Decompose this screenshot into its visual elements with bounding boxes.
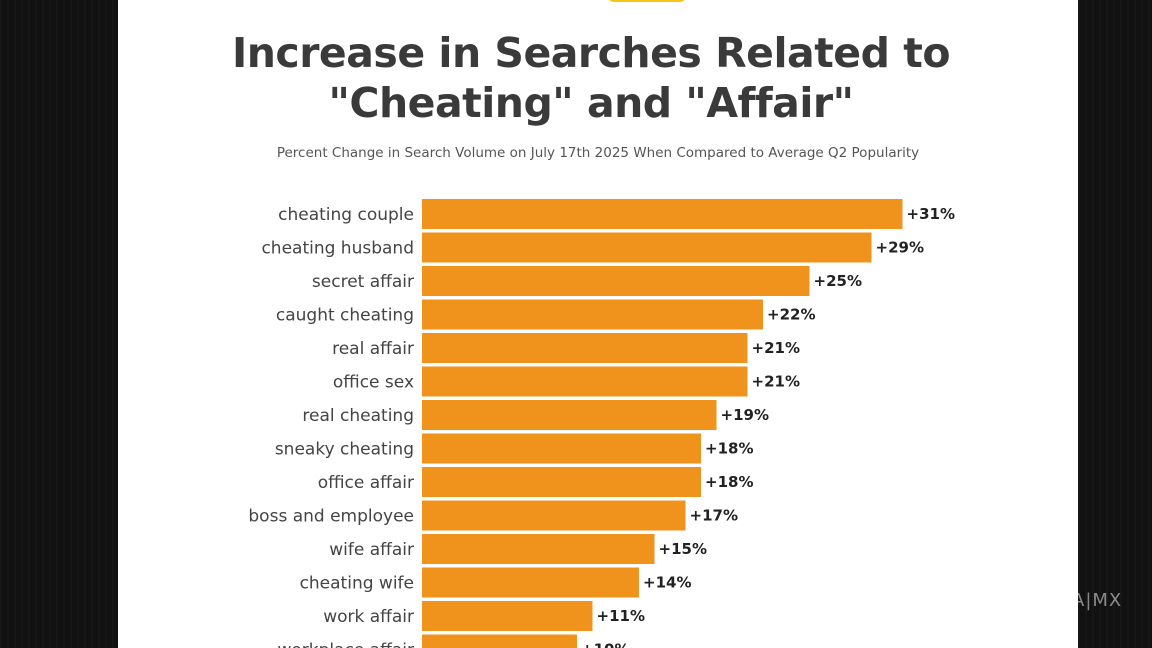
chart-title: Increase in Searches Related to "Cheatin…	[231, 29, 951, 127]
bar	[422, 634, 577, 648]
value-label: +18%	[705, 440, 753, 458]
value-label: +15%	[659, 540, 707, 558]
category-label: caught cheating	[276, 306, 414, 326]
value-label: +10%	[581, 641, 629, 648]
bar	[422, 567, 639, 598]
bar	[422, 433, 701, 464]
dark-background-left	[0, 0, 118, 648]
value-label: +25%	[814, 272, 862, 290]
category-label: workplace affair	[277, 641, 414, 648]
category-label: work affair	[323, 607, 414, 627]
bar	[422, 199, 903, 229]
category-label: cheating husband	[261, 239, 414, 259]
bar	[422, 400, 717, 430]
chart-subtitle: Percent Change in Search Volume on July …	[276, 145, 920, 161]
value-label: +17%	[690, 507, 738, 525]
value-label: +29%	[876, 239, 924, 257]
category-label: office sex	[333, 373, 414, 393]
bar	[422, 534, 655, 564]
value-label: +11%	[597, 607, 645, 625]
bar-chart: cheating couple +31% cheating husband +29% s…	[248, 199, 955, 648]
category-label: office affair	[318, 473, 414, 493]
category-label: real affair	[332, 339, 414, 359]
value-label: +21%	[752, 339, 800, 357]
value-label: +22%	[767, 306, 815, 324]
watermark: A|MX	[1072, 590, 1123, 611]
value-label: +31%	[907, 205, 955, 223]
value-label: +14%	[643, 574, 691, 592]
value-label: +19%	[721, 406, 769, 424]
logo-sliver	[608, 0, 686, 2]
infographic-card: Increase in Searches Related to "Cheatin…	[118, 0, 1078, 648]
category-label: wife affair	[329, 540, 414, 560]
dark-background-right	[1078, 0, 1152, 648]
value-label: +21%	[752, 373, 800, 391]
bar	[422, 232, 872, 263]
category-label: cheating couple	[278, 205, 414, 225]
bar	[422, 266, 810, 296]
category-label: sneaky cheating	[275, 440, 414, 460]
category-label: secret affair	[312, 272, 414, 292]
bar	[422, 500, 686, 531]
bar	[422, 601, 593, 631]
bar	[422, 467, 701, 497]
category-label: boss and employee	[248, 507, 414, 527]
bar	[422, 333, 748, 363]
value-label: +18%	[705, 473, 753, 491]
category-label: cheating wife	[300, 574, 414, 594]
bar	[422, 299, 763, 330]
bar	[422, 366, 748, 397]
category-label: real cheating	[302, 406, 414, 426]
